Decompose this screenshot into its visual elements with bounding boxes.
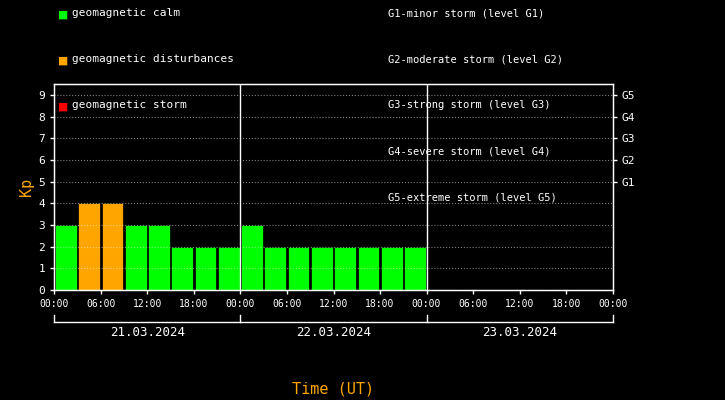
Bar	[241, 225, 263, 290]
Text: 22.03.2024: 22.03.2024	[296, 326, 371, 339]
Text: Time (UT): Time (UT)	[292, 381, 375, 396]
Bar	[195, 247, 217, 290]
Text: G1-minor storm (level G1): G1-minor storm (level G1)	[388, 8, 544, 18]
Text: ■: ■	[59, 100, 67, 114]
Bar	[218, 247, 240, 290]
Bar	[78, 203, 100, 290]
Text: G5-extreme storm (level G5): G5-extreme storm (level G5)	[388, 192, 557, 202]
Bar	[148, 225, 170, 290]
Text: G2-moderate storm (level G2): G2-moderate storm (level G2)	[388, 54, 563, 64]
Text: ■: ■	[59, 8, 67, 22]
Bar	[171, 247, 193, 290]
Bar	[311, 247, 333, 290]
Text: G4-severe storm (level G4): G4-severe storm (level G4)	[388, 146, 550, 156]
Y-axis label: Kp: Kp	[20, 178, 34, 196]
Bar	[357, 247, 379, 290]
Text: 23.03.2024: 23.03.2024	[482, 326, 557, 339]
Bar	[125, 225, 146, 290]
Text: geomagnetic storm: geomagnetic storm	[72, 100, 187, 110]
Bar	[404, 247, 426, 290]
Bar	[288, 247, 310, 290]
Bar	[55, 225, 77, 290]
Bar	[334, 247, 356, 290]
Bar	[102, 203, 123, 290]
Text: 21.03.2024: 21.03.2024	[110, 326, 185, 339]
Bar	[265, 247, 286, 290]
Bar	[381, 247, 402, 290]
Text: geomagnetic disturbances: geomagnetic disturbances	[72, 54, 234, 64]
Text: geomagnetic calm: geomagnetic calm	[72, 8, 181, 18]
Text: ■: ■	[59, 54, 67, 68]
Text: G3-strong storm (level G3): G3-strong storm (level G3)	[388, 100, 550, 110]
